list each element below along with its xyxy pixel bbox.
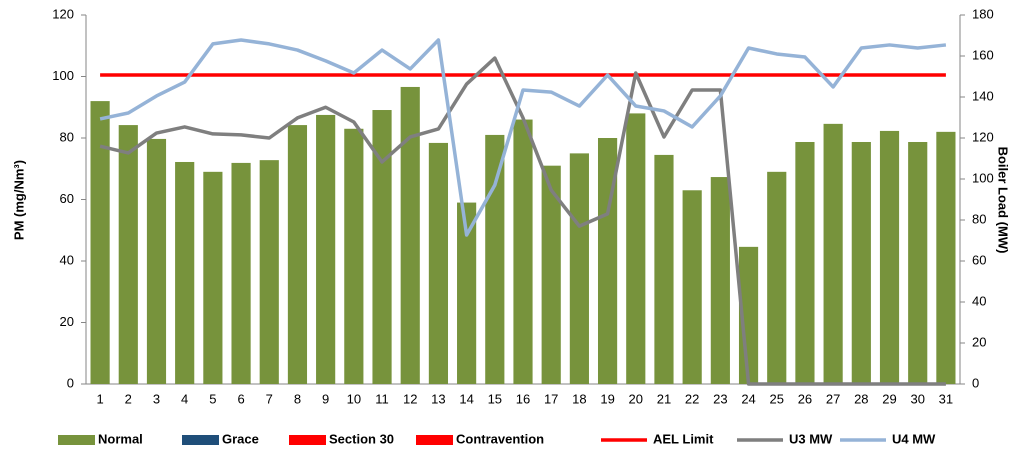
legend-label: Section 30 xyxy=(329,431,394,446)
bar xyxy=(175,161,195,384)
bar xyxy=(372,110,392,384)
x-tick-label: 3 xyxy=(153,391,160,406)
legend-label: U4 MW xyxy=(892,431,936,446)
bar xyxy=(231,162,251,384)
bar xyxy=(400,86,420,384)
y2-tick-label: 40 xyxy=(972,293,986,308)
y-tick-label: 100 xyxy=(52,68,74,83)
y2-tick-label: 20 xyxy=(972,334,986,349)
y2-tick-label: 160 xyxy=(972,47,994,62)
legend-swatch xyxy=(58,435,95,445)
x-tick-label: 20 xyxy=(629,391,643,406)
bar xyxy=(428,142,449,384)
legend-label: Grace xyxy=(222,431,259,446)
bar xyxy=(879,130,900,384)
bar xyxy=(823,123,843,384)
x-tick-label: 22 xyxy=(685,391,699,406)
bar xyxy=(597,138,618,384)
x-tick-label: 17 xyxy=(544,391,558,406)
x-tick-label: 5 xyxy=(209,391,216,406)
legend-label: Normal xyxy=(98,431,143,446)
x-tick-label: 9 xyxy=(322,391,329,406)
x-tick-label: 31 xyxy=(939,391,953,406)
x-tick-label: 18 xyxy=(572,391,586,406)
y-tick-label: 20 xyxy=(60,314,74,329)
x-tick-label: 27 xyxy=(826,391,840,406)
x-tick-label: 6 xyxy=(237,391,244,406)
legend-swatch xyxy=(182,435,219,445)
y2-tick-label: 180 xyxy=(972,6,994,21)
bar xyxy=(146,138,167,384)
y2-tick-label: 0 xyxy=(972,375,979,390)
x-tick-label: 4 xyxy=(181,391,188,406)
x-tick-label: 11 xyxy=(375,391,389,406)
bar xyxy=(316,114,336,384)
y-tick-label: 40 xyxy=(60,252,74,267)
x-tick-label: 15 xyxy=(488,391,502,406)
bar xyxy=(541,165,561,384)
bar xyxy=(654,154,674,384)
bar xyxy=(851,141,871,384)
line-series xyxy=(99,38,947,237)
x-tick-label: 13 xyxy=(431,391,445,406)
y2-axis-title: Boiler Load (MW) xyxy=(996,147,1011,254)
bar xyxy=(936,131,956,384)
legend-swatch xyxy=(416,435,453,445)
x-tick-label: 2 xyxy=(125,391,132,406)
x-tick-label: 8 xyxy=(294,391,301,406)
y2-tick-label: 120 xyxy=(972,129,994,144)
x-tick-label: 12 xyxy=(403,391,417,406)
bar xyxy=(513,119,533,385)
y2-tick-label: 140 xyxy=(972,88,994,103)
bar xyxy=(682,190,702,384)
legend-label: Contravention xyxy=(456,431,544,446)
y-tick-label: 120 xyxy=(52,6,74,21)
y2-tick-label: 60 xyxy=(972,252,986,267)
bar xyxy=(485,134,505,384)
bar xyxy=(457,202,477,384)
bar xyxy=(287,125,308,385)
bar xyxy=(710,177,730,384)
x-tick-label: 28 xyxy=(854,391,868,406)
x-tick-label: 25 xyxy=(770,391,784,406)
x-tick-label: 26 xyxy=(798,391,812,406)
bar xyxy=(626,113,646,385)
x-tick-label: 21 xyxy=(657,391,671,406)
x-tick-label: 30 xyxy=(910,391,924,406)
x-tick-label: 16 xyxy=(516,391,530,406)
y-tick-label: 80 xyxy=(60,129,74,144)
x-tick-label: 10 xyxy=(347,391,361,406)
x-tick-label: 19 xyxy=(600,391,614,406)
bar xyxy=(767,171,787,384)
bar xyxy=(118,125,138,385)
legend-swatch xyxy=(289,435,326,445)
y-tick-label: 60 xyxy=(60,191,74,206)
legend-label: U3 MW xyxy=(789,431,833,446)
x-tick-label: 24 xyxy=(741,391,755,406)
x-tick-label: 7 xyxy=(266,391,273,406)
y2-tick-label: 100 xyxy=(972,170,994,185)
line-series xyxy=(99,56,946,386)
x-tick-label: 1 xyxy=(96,391,103,406)
bar xyxy=(569,153,589,384)
bar xyxy=(908,141,928,384)
x-tick-label: 14 xyxy=(459,391,473,406)
x-tick-label: 29 xyxy=(882,391,896,406)
bar xyxy=(203,171,223,384)
bar xyxy=(795,141,815,384)
legend-label: AEL Limit xyxy=(653,431,714,446)
y2-tick-label: 80 xyxy=(972,211,986,226)
y-axis-title: PM (mg/Nm³) xyxy=(11,160,26,240)
bar xyxy=(259,160,279,384)
bar xyxy=(344,128,364,384)
bar xyxy=(90,101,110,384)
y-tick-label: 0 xyxy=(67,375,74,390)
x-tick-label: 23 xyxy=(713,391,727,406)
